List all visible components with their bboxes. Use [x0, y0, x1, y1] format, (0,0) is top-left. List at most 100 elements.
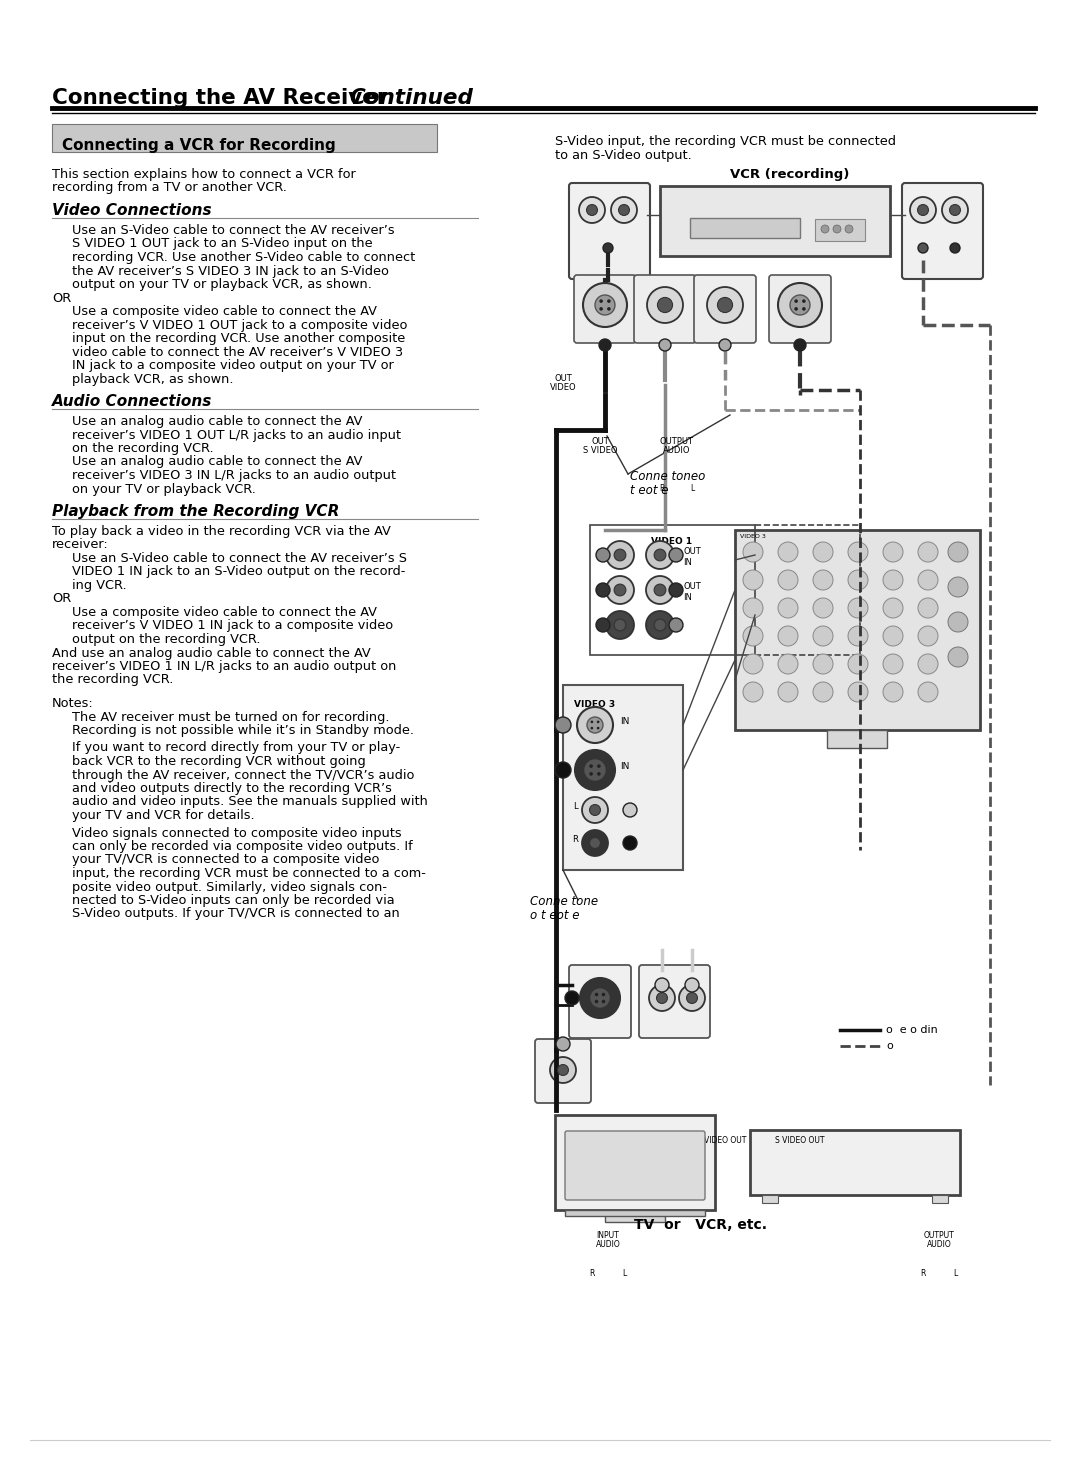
FancyBboxPatch shape — [569, 964, 631, 1038]
Circle shape — [883, 655, 903, 674]
FancyBboxPatch shape — [52, 123, 437, 153]
Text: receiver:: receiver: — [52, 539, 109, 552]
Circle shape — [669, 548, 683, 562]
Circle shape — [615, 619, 626, 631]
Circle shape — [719, 339, 731, 351]
Circle shape — [918, 570, 939, 590]
Text: receiver’s VIDEO 1 IN L/R jacks to an audio output on: receiver’s VIDEO 1 IN L/R jacks to an au… — [52, 661, 396, 672]
Circle shape — [657, 992, 667, 1004]
Circle shape — [794, 299, 798, 302]
FancyBboxPatch shape — [735, 530, 980, 730]
Text: S VIDEO IN: S VIDEO IN — [584, 1136, 625, 1145]
Text: AUDIO: AUDIO — [663, 446, 691, 455]
Text: R: R — [920, 1268, 926, 1279]
Text: can only be recorded via composite video outputs. If: can only be recorded via composite video… — [72, 840, 413, 853]
Circle shape — [599, 307, 603, 311]
Text: OUT: OUT — [683, 548, 701, 556]
Text: recording from a TV or another VCR.: recording from a TV or another VCR. — [52, 182, 287, 194]
Circle shape — [615, 549, 626, 561]
Text: input on the recording VCR. Use another composite: input on the recording VCR. Use another … — [72, 332, 405, 345]
Circle shape — [848, 655, 868, 674]
Text: Recording is not possible while it’s in Standby mode.: Recording is not possible while it’s in … — [72, 724, 414, 737]
Text: Use an analog audio cable to connect the AV: Use an analog audio cable to connect the… — [72, 415, 363, 429]
Text: Video Connections: Video Connections — [52, 203, 212, 219]
Circle shape — [654, 978, 669, 992]
Bar — [690, 219, 800, 238]
Circle shape — [802, 299, 806, 302]
Circle shape — [707, 288, 743, 323]
Text: IN: IN — [620, 762, 630, 771]
FancyBboxPatch shape — [639, 964, 710, 1038]
Text: AUDIO: AUDIO — [927, 1240, 951, 1249]
Circle shape — [794, 307, 798, 311]
Circle shape — [948, 612, 968, 633]
Circle shape — [679, 985, 705, 1011]
Text: TV  or   VCR, etc.: TV or VCR, etc. — [634, 1218, 767, 1232]
Circle shape — [802, 307, 806, 311]
FancyBboxPatch shape — [634, 275, 696, 344]
Text: back VCR to the recording VCR without going: back VCR to the recording VCR without go… — [72, 755, 366, 768]
Circle shape — [813, 570, 833, 590]
FancyBboxPatch shape — [565, 1130, 705, 1199]
Text: R: R — [590, 1268, 595, 1279]
Circle shape — [595, 1000, 598, 1003]
Text: VIDEO OUT: VIDEO OUT — [704, 1136, 746, 1145]
Circle shape — [789, 295, 810, 316]
Bar — [932, 1195, 948, 1202]
Circle shape — [606, 611, 634, 639]
Circle shape — [778, 625, 798, 646]
Circle shape — [813, 625, 833, 646]
Circle shape — [778, 655, 798, 674]
Text: receiver’s V VIDEO 1 OUT jack to a composite video: receiver’s V VIDEO 1 OUT jack to a compo… — [72, 319, 407, 332]
Text: audio and video inputs. See the manuals supplied with: audio and video inputs. See the manuals … — [72, 796, 428, 809]
Circle shape — [883, 570, 903, 590]
Circle shape — [883, 625, 903, 646]
Circle shape — [778, 570, 798, 590]
Circle shape — [579, 197, 605, 223]
Text: on the recording VCR.: on the recording VCR. — [72, 442, 214, 455]
Circle shape — [918, 655, 939, 674]
Text: IN: IN — [620, 716, 630, 727]
Circle shape — [550, 1057, 576, 1083]
Text: VIDEO IN: VIDEO IN — [648, 1136, 683, 1145]
Circle shape — [848, 683, 868, 702]
Text: L: L — [622, 1268, 626, 1279]
FancyBboxPatch shape — [535, 1039, 591, 1102]
Circle shape — [615, 584, 626, 596]
Circle shape — [599, 299, 603, 302]
Text: playback VCR, as shown.: playback VCR, as shown. — [72, 373, 233, 386]
Text: The AV receiver must be turned on for recording.: The AV receiver must be turned on for re… — [72, 711, 390, 724]
Circle shape — [580, 978, 620, 1017]
Text: INPUT: INPUT — [596, 1232, 619, 1240]
Text: Video signals connected to composite video inputs: Video signals connected to composite vid… — [72, 826, 402, 840]
Circle shape — [588, 716, 603, 733]
Circle shape — [778, 683, 798, 702]
Circle shape — [577, 708, 613, 743]
Circle shape — [590, 772, 593, 775]
Text: video cable to connect the AV receiver’s V VIDEO 3: video cable to connect the AV receiver’s… — [72, 345, 403, 358]
Circle shape — [646, 575, 674, 603]
Circle shape — [845, 225, 853, 233]
Circle shape — [848, 597, 868, 618]
Text: on your TV or playback VCR.: on your TV or playback VCR. — [72, 483, 256, 496]
Text: Notes:: Notes: — [52, 697, 94, 711]
Text: S VIDEO OUT: S VIDEO OUT — [775, 1136, 825, 1145]
Circle shape — [591, 989, 609, 1007]
Text: o t eot e: o t eot e — [530, 909, 580, 922]
Circle shape — [743, 542, 762, 562]
Circle shape — [646, 542, 674, 570]
Circle shape — [654, 584, 666, 596]
Circle shape — [685, 978, 699, 992]
Circle shape — [597, 772, 600, 775]
Bar — [762, 1195, 778, 1202]
Text: the AV receiver’s S VIDEO 3 IN jack to an S-Video: the AV receiver’s S VIDEO 3 IN jack to a… — [72, 264, 389, 277]
Circle shape — [595, 295, 615, 316]
Circle shape — [743, 570, 762, 590]
Circle shape — [597, 721, 599, 724]
Circle shape — [623, 835, 637, 850]
Text: Connecting a VCR for Recording: Connecting a VCR for Recording — [62, 138, 336, 153]
Circle shape — [910, 197, 936, 223]
Circle shape — [659, 339, 671, 351]
Text: OUT: OUT — [683, 581, 701, 592]
Text: VIDEO 3: VIDEO 3 — [740, 534, 766, 539]
